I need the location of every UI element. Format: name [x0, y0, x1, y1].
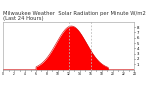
Text: Milwaukee Weather  Solar Radiation per Minute W/m2 (Last 24 Hours): Milwaukee Weather Solar Radiation per Mi… [3, 11, 146, 21]
